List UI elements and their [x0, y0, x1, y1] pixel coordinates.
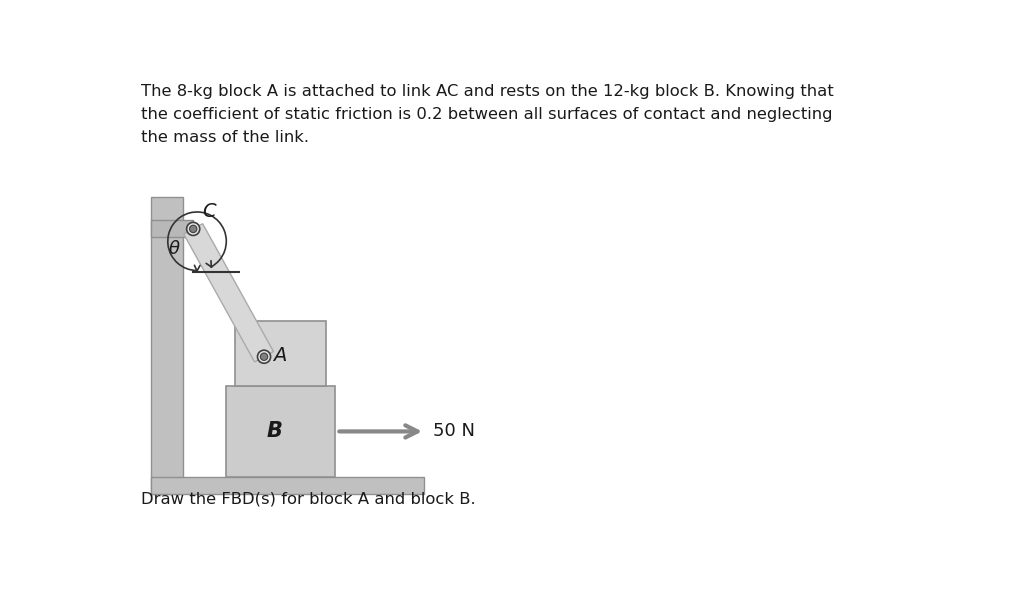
- Bar: [151, 477, 424, 494]
- Bar: [235, 321, 325, 386]
- Circle shape: [258, 350, 271, 363]
- Circle shape: [187, 223, 200, 235]
- Text: The 8-kg block A is attached to link AC and rests on the 12-kg block B. Knowing : The 8-kg block A is attached to link AC …: [141, 84, 834, 145]
- Text: Draw the FBD(s) for block A and block B.: Draw the FBD(s) for block A and block B.: [141, 491, 476, 506]
- Circle shape: [261, 353, 268, 361]
- Text: 50 N: 50 N: [433, 422, 475, 440]
- Text: A: A: [274, 345, 287, 365]
- Bar: [151, 197, 184, 494]
- Text: B: B: [267, 422, 283, 442]
- Bar: [151, 220, 194, 237]
- Circle shape: [190, 225, 197, 232]
- Polygon shape: [184, 224, 274, 362]
- Text: θ: θ: [168, 240, 179, 258]
- Text: C: C: [203, 202, 216, 221]
- Bar: [225, 386, 335, 477]
